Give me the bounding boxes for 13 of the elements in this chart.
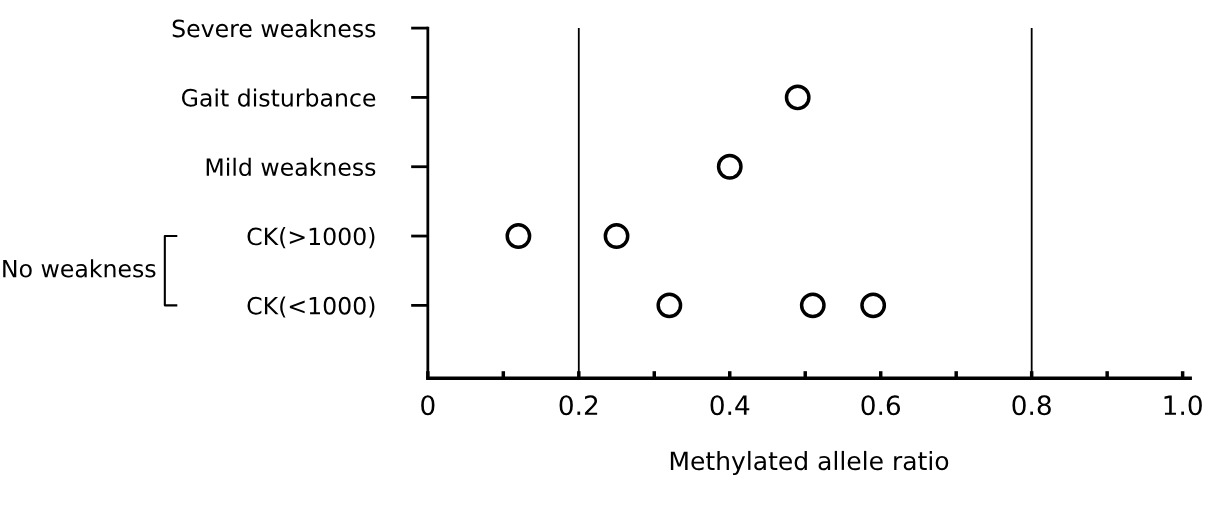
- text: No weakness: [3, 259, 156, 278]
- x-tick-label: 1.0: [1164, 395, 1202, 416]
- y-tick-label: CK(>1000): [247, 227, 375, 249]
- x-tick-label: 0.2: [559, 395, 598, 416]
- x-axis-title: Methylated allele ratio: [670, 450, 949, 476]
- y-tick-label: Gait disturbance: [181, 88, 376, 107]
- x-tick-label: 0.6: [861, 395, 901, 416]
- x-tick-label: 0: [421, 395, 435, 416]
- x-tick-label: 0.8: [1012, 395, 1051, 416]
- y-tick-label: Severe weakness: [172, 19, 376, 38]
- y-tick-label: Mild weakness: [206, 157, 376, 177]
- y-tick-label: CK(<1000): [247, 296, 375, 318]
- x-tick-label: 0.4: [710, 395, 750, 416]
